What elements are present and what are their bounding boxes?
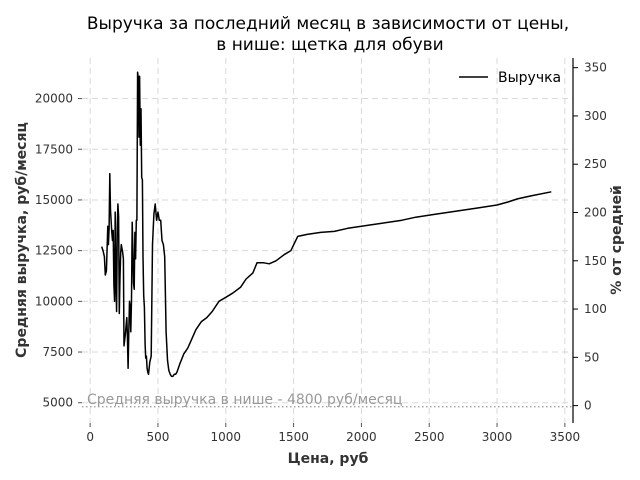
y2-tick-label: 50 — [584, 350, 599, 364]
y2-tick-label: 0 — [584, 399, 592, 413]
x-tick-label: 3000 — [482, 430, 513, 444]
y2-tick-label: 300 — [584, 109, 607, 123]
x-axis-label: Цена, руб — [288, 451, 369, 467]
y-tick-label: 7500 — [42, 345, 73, 359]
x-tick-label: 3500 — [550, 430, 581, 444]
x-tick-label: 2500 — [414, 430, 445, 444]
y2-tick-label: 350 — [584, 61, 607, 75]
legend-label-revenue: Выручка — [498, 70, 561, 86]
y-tick-label: 5000 — [42, 396, 73, 410]
y2-tick-label: 200 — [584, 205, 607, 219]
series-group — [100, 71, 552, 378]
y-tick-label: 17500 — [35, 142, 73, 156]
x-tick-label: 1000 — [211, 430, 242, 444]
y2-tick-label: 150 — [584, 254, 607, 268]
y2-axis-label: % от средней — [609, 185, 625, 295]
x-tick-label: 2000 — [346, 430, 377, 444]
x-tick-label: 500 — [147, 430, 170, 444]
y2-tick-label: 250 — [584, 157, 607, 171]
chart-title-line2: в нише: щетка для обуви — [216, 35, 443, 55]
axes-group: 0 500 1000 1500 2000 2500 3000 3500500075001000… — [35, 58, 607, 444]
grid — [82, 58, 573, 423]
x-tick-label: 1500 — [278, 430, 309, 444]
legend: Выручка — [459, 70, 561, 86]
y2-tick-label: 100 — [584, 302, 607, 316]
x-tick-label: 0 — [86, 430, 94, 444]
y-axis-label: Средняя выручка, руб/месяц — [14, 122, 30, 358]
average-line-group: Средняя выручка в нише - 4800 руб/месяц — [82, 392, 573, 408]
average-line-label: Средняя выручка в нише - 4800 руб/месяц — [87, 392, 402, 408]
chart-title-line1: Выручка за последний месяц в зависимости… — [87, 14, 569, 34]
y-tick-label: 12500 — [35, 244, 73, 258]
series-line-0 — [100, 71, 552, 378]
y-tick-label: 20000 — [35, 92, 73, 106]
y-tick-label: 10000 — [35, 294, 73, 308]
y-tick-label: 15000 — [35, 193, 73, 207]
